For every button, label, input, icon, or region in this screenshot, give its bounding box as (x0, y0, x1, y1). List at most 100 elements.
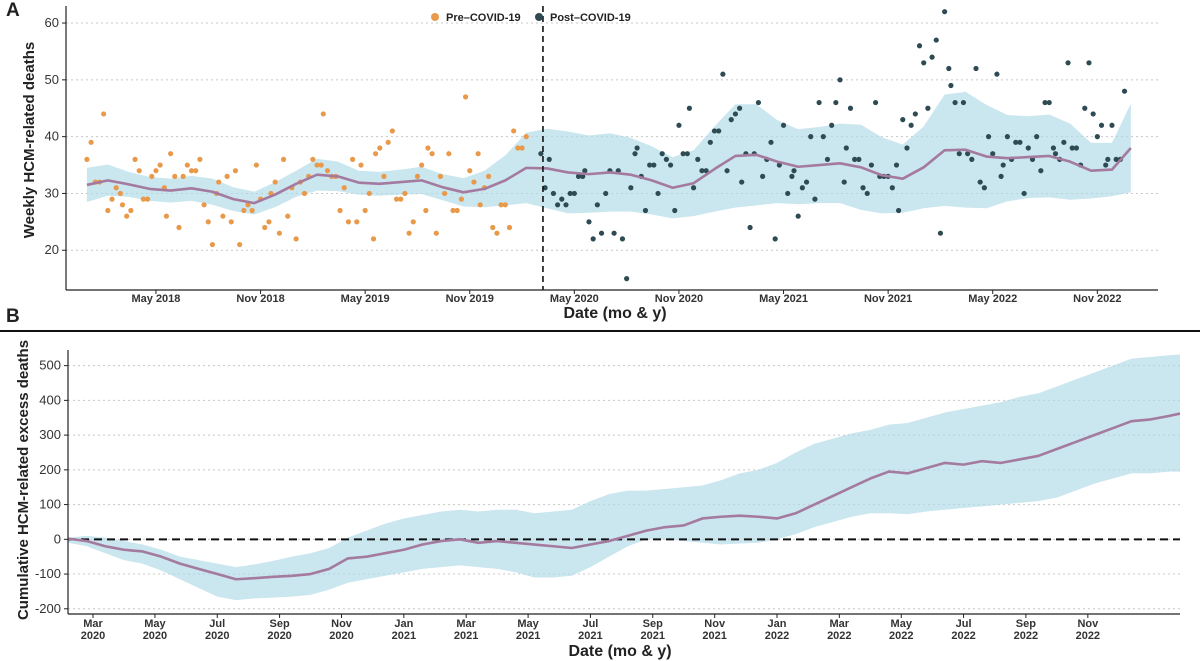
post-covid-point (948, 82, 954, 89)
post-covid-point (1042, 99, 1048, 106)
pre-covid-point (132, 156, 138, 162)
post-covid-point (893, 162, 900, 168)
post-covid-point (946, 65, 952, 72)
post-covid-point (550, 190, 557, 197)
pre-covid-point (153, 168, 159, 174)
post-covid-point (624, 276, 630, 282)
x-tick-month-label: Nov (704, 618, 726, 630)
panel-b-cumulative-line (67, 412, 1181, 581)
pre-covid-point (406, 230, 412, 236)
post-covid-point (1000, 162, 1006, 168)
post-covid-point (1109, 122, 1115, 128)
post-covid-point (841, 179, 847, 185)
pre-covid-point (519, 145, 525, 151)
pre-covid-point (402, 190, 408, 197)
confidence-band (86, 91, 1131, 219)
post-covid-point (690, 185, 697, 191)
post-covid-point (904, 145, 910, 151)
post-covid-point (837, 77, 843, 83)
post-covid-point (724, 168, 730, 174)
pre-covid-point (429, 151, 435, 157)
pre-covid-point (109, 196, 115, 202)
post-covid-point (586, 219, 592, 225)
post-covid-point (847, 105, 854, 111)
post-covid-point (594, 202, 600, 208)
pre-covid-point (502, 202, 508, 208)
post-covid-point (651, 162, 657, 168)
x-tick-month-label: May (144, 618, 166, 630)
post-covid-point (1086, 60, 1092, 66)
post-covid-point (1046, 99, 1052, 106)
post-covid-point (981, 185, 987, 191)
post-covid-point (908, 122, 914, 128)
trend-line (86, 147, 1132, 205)
post-covid-point (1103, 162, 1109, 168)
panel-a-label: A (6, 0, 20, 21)
pre-covid-point (450, 207, 456, 214)
legend-label-pre: Pre–COVID-19 (446, 12, 521, 24)
post-covid-point (747, 224, 753, 231)
post-covid-point (716, 128, 722, 134)
panel-b-x-ticks: Mar2020May2020Jul2020Sep2020Nov2020Jan20… (81, 614, 1100, 642)
cumulative-line (67, 412, 1181, 581)
pre-covid-point (462, 94, 469, 100)
pre-covid-point (345, 219, 352, 225)
pre-covid-point (433, 230, 439, 236)
x-tick-year-label: 2022 (765, 630, 789, 642)
pre-covid-point (314, 162, 320, 168)
post-covid-point (820, 134, 826, 140)
x-tick-year-label: 2022 (1014, 630, 1038, 642)
post-covid-point (676, 122, 682, 128)
pre-covid-point (88, 139, 94, 145)
post-covid-point (785, 190, 791, 197)
x-tick-label: Nov 2018 (236, 293, 284, 305)
panel-b-y-axis-title: Cumulative HCM-related excess deaths (15, 340, 32, 620)
x-tick-label: May 2020 (550, 293, 599, 305)
pre-covid-point (511, 128, 517, 134)
pre-covid-point (84, 156, 90, 162)
post-covid-point (937, 230, 944, 236)
pre-covid-point (241, 207, 247, 214)
y-tick-label: 50 (45, 72, 59, 87)
post-covid-point (686, 105, 693, 111)
pre-covid-point (362, 207, 368, 214)
x-tick-year-label: 2022 (889, 630, 913, 642)
pre-covid-point (471, 179, 477, 185)
post-covid-point (1073, 145, 1080, 151)
pre-covid-point (410, 219, 416, 225)
post-covid-point (872, 99, 879, 106)
pre-covid-point (454, 207, 460, 214)
post-covid-point (555, 202, 561, 208)
legend: Pre–COVID-19 Post–COVID-19 (431, 12, 631, 24)
post-covid-point (900, 117, 906, 123)
legend-swatch-pre (431, 13, 439, 21)
legend-swatch-post (535, 13, 543, 21)
post-covid-point (973, 65, 979, 72)
pre-covid-point (253, 162, 259, 168)
pre-covid-point (249, 207, 255, 214)
post-covid-point (728, 117, 734, 123)
post-covid-point (1090, 111, 1096, 117)
panel-a-y-ticks: 20 30 40 50 60 (45, 15, 66, 257)
post-covid-point (1061, 139, 1067, 145)
post-covid-point (789, 173, 795, 179)
post-covid-point (808, 134, 814, 140)
x-tick-year-label: 2020 (329, 630, 353, 642)
x-tick-month-label: Jul (956, 618, 972, 630)
post-covid-point (628, 185, 634, 191)
y-tick-label: 400 (39, 392, 61, 407)
pre-covid-point (381, 173, 387, 179)
post-covid-point (634, 145, 640, 151)
pre-covid-point (184, 162, 190, 168)
post-covid-point (755, 99, 762, 106)
pre-covid-point (494, 230, 500, 236)
post-covid-point (1013, 139, 1019, 145)
pre-covid-point (423, 207, 429, 214)
pre-covid-point (293, 236, 299, 242)
post-covid-point (1052, 151, 1059, 157)
post-covid-point (760, 173, 766, 179)
pre-covid-point (523, 134, 529, 140)
post-covid-point (603, 190, 609, 197)
pre-covid-point (485, 173, 492, 179)
